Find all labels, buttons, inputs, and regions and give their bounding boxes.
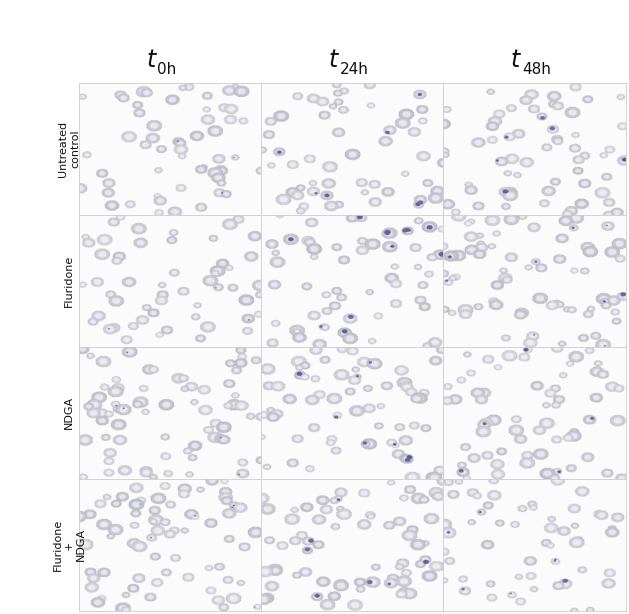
Text: Untreated
control: Untreated control <box>58 121 80 177</box>
Text: Fluridone: Fluridone <box>64 255 74 307</box>
Text: 24h: 24h <box>340 61 369 77</box>
Text: 0h: 0h <box>157 61 176 77</box>
Text: t: t <box>146 49 155 72</box>
Text: 48h: 48h <box>522 61 551 77</box>
Text: t: t <box>328 49 338 72</box>
Text: t: t <box>511 49 520 72</box>
Text: Fluridone
+
NDGA: Fluridone + NDGA <box>53 519 86 571</box>
Text: NDGA: NDGA <box>64 397 74 429</box>
